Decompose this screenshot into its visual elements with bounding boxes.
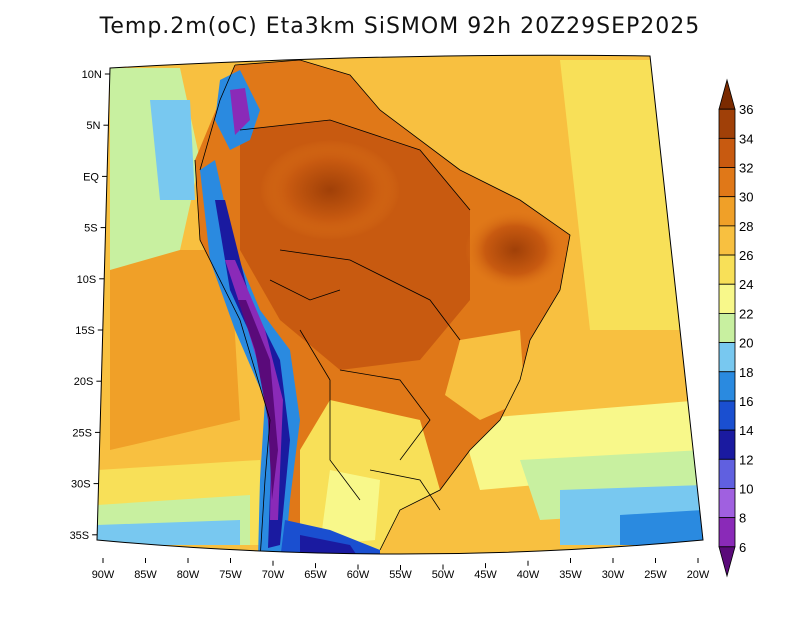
- lon-tick-label: 85W: [134, 569, 157, 581]
- lon-tick-label: 80W: [177, 569, 200, 581]
- colorbar-swatch: [718, 488, 736, 519]
- colorbar-swatch: [718, 342, 736, 373]
- lon-tick-label: 35W: [559, 569, 582, 581]
- lon-tick-label: 65W: [304, 569, 327, 581]
- colorbar-swatch: [718, 400, 736, 431]
- colorbar-label: 26: [739, 248, 753, 263]
- colorbar-label: 22: [739, 306, 753, 321]
- colorbar-label: 34: [739, 131, 753, 146]
- lon-tick-label: 45W: [474, 569, 497, 581]
- lat-tick-label: 35S: [70, 530, 90, 542]
- colorbar-label: 20: [739, 336, 753, 351]
- country-borders: [194, 59, 571, 554]
- lon-tick-label: 25W: [644, 569, 667, 581]
- lat-tick-label: 15S: [75, 325, 95, 337]
- lon-tick-label: 20W: [687, 569, 710, 581]
- colorbar-label: 28: [739, 219, 753, 234]
- colorbar-arrow-bottom: [718, 546, 736, 578]
- colorbar-label: 18: [739, 365, 753, 380]
- map-title: Temp.2m(oC) Eta3km SiSMOM 92h 20Z29SEP20…: [99, 14, 701, 39]
- colorbar-label: 8: [739, 511, 746, 526]
- colorbar-swatch: [718, 283, 736, 314]
- lon-tick-label: 90W: [92, 569, 115, 581]
- colorbar-swatch: [718, 137, 736, 168]
- colorbar-swatch: [718, 254, 736, 285]
- lon-tick-label: 70W: [262, 569, 285, 581]
- lat-tick-label: 5S: [84, 223, 97, 235]
- colorbar-swatch: [718, 167, 736, 198]
- colorbar-label: 10: [739, 481, 753, 496]
- lat-tick-label: EQ: [83, 171, 99, 183]
- colorbar-label: 32: [739, 161, 753, 176]
- colorbar-label: 6: [739, 540, 746, 555]
- latitude-axis: 10N 5N EQ 5S 10S 15S 20S 25S 30S 35S: [70, 69, 110, 542]
- lat-tick-label: 10S: [77, 274, 97, 286]
- lon-tick-label: 30W: [602, 569, 625, 581]
- map-frame: [96, 54, 704, 555]
- colorbar-label: 30: [739, 190, 753, 205]
- colorbar: 36 34 32 30 28 26 24 22 20 18 16 14 12 10 8 6: [718, 78, 753, 578]
- colorbar-swatch: [718, 458, 736, 489]
- lon-tick-label: 60W: [347, 569, 370, 581]
- colorbar-swatch: [718, 225, 736, 256]
- colorbar-label: 16: [739, 394, 753, 409]
- lon-tick-label: 55W: [389, 569, 412, 581]
- lat-tick-label: 25S: [72, 427, 92, 439]
- lat-tick-label: 20S: [74, 376, 94, 388]
- colorbar-swatch: [718, 429, 736, 460]
- lat-tick-label: 10N: [82, 69, 102, 81]
- colorbar-label: 12: [739, 452, 753, 467]
- lon-tick-label: 75W: [219, 569, 242, 581]
- lat-tick-label: 5N: [86, 120, 100, 132]
- temperature-field: [97, 55, 703, 554]
- colorbar-arrow-top: [718, 78, 736, 110]
- colorbar-swatch: [718, 196, 736, 227]
- colorbar-label: 24: [739, 277, 753, 292]
- colorbar-swatch: [718, 371, 736, 402]
- colorbar-swatch: [718, 313, 736, 343]
- colorbar-swatch: [718, 108, 736, 139]
- longitude-axis: 90W 85W 80W 75W 70W 65W 60W 55W 50W 45W 40W 35W 30W 2…: [92, 558, 710, 581]
- lat-tick-label: 30S: [71, 479, 91, 491]
- colorbar-label: 14: [739, 423, 753, 438]
- lon-tick-label: 50W: [432, 569, 455, 581]
- colorbar-label: 36: [739, 102, 753, 117]
- colorbar-swatch: [718, 517, 736, 548]
- lon-tick-label: 40W: [517, 569, 540, 581]
